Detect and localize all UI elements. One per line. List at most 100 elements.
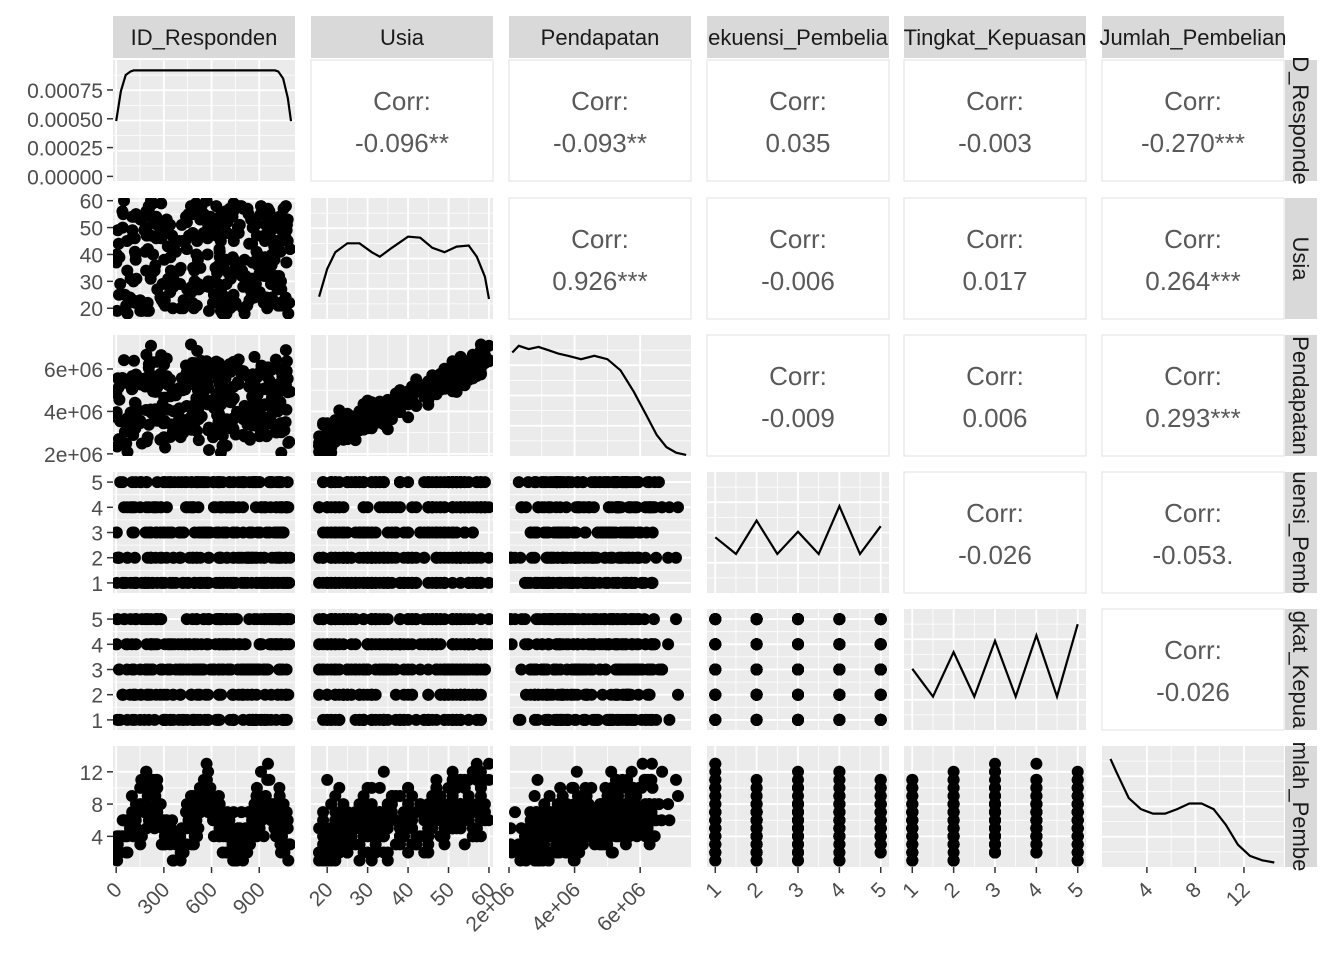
- data-point: [531, 773, 544, 786]
- data-point: [155, 349, 168, 362]
- data-point: [255, 765, 267, 778]
- corr-label: Corr:: [571, 224, 629, 254]
- data-point: [381, 846, 394, 859]
- data-point: [430, 773, 443, 786]
- scatter-points: [113, 198, 295, 319]
- data-point: [164, 251, 177, 264]
- panel-r2-c0: [113, 335, 295, 456]
- data-point: [670, 551, 682, 564]
- data-point: [207, 288, 220, 301]
- data-point: [613, 501, 626, 514]
- data-point: [207, 426, 220, 439]
- data-point: [389, 790, 402, 802]
- data-point: [213, 251, 226, 264]
- data-point: [645, 757, 658, 770]
- data-point: [222, 830, 235, 843]
- data-point: [207, 830, 220, 843]
- data-point: [266, 814, 278, 827]
- data-point: [222, 501, 235, 514]
- data-point: [116, 374, 129, 387]
- data-point: [275, 526, 287, 539]
- data-point: [528, 790, 541, 802]
- corr-panel-frame: [508, 197, 692, 320]
- data-point: [613, 713, 626, 726]
- data-point: [190, 248, 203, 261]
- data-point: [275, 638, 287, 651]
- data-point: [221, 383, 234, 396]
- data-point: [167, 422, 180, 435]
- panel-r2-c4: Corr:0.006: [903, 334, 1087, 457]
- corr-label: Corr:: [966, 86, 1024, 116]
- data-point: [191, 235, 204, 247]
- data-point: [266, 551, 278, 564]
- data-point: [203, 444, 215, 456]
- scatter-points: [313, 338, 493, 456]
- data-point: [509, 822, 517, 835]
- data-point: [235, 838, 248, 851]
- data-point: [446, 773, 459, 786]
- data-point: [128, 501, 141, 514]
- data-point: [180, 243, 193, 256]
- density-line: [911, 623, 1079, 701]
- panel-r2-c2: [508, 335, 691, 456]
- data-point: [389, 501, 402, 514]
- data-point: [536, 476, 548, 489]
- data-point: [139, 221, 152, 234]
- data-point: [337, 551, 350, 564]
- data-point: [614, 663, 627, 676]
- data-point: [520, 854, 532, 867]
- scatter-points: [509, 476, 684, 589]
- corr-value: -0.003: [958, 128, 1032, 158]
- data-point: [559, 613, 572, 626]
- corr-value: 0.926***: [552, 266, 647, 296]
- data-point: [573, 663, 586, 676]
- data-point: [177, 426, 190, 439]
- data-point: [280, 814, 293, 827]
- data-point: [200, 229, 213, 242]
- corr-value: -0.270***: [1141, 128, 1245, 158]
- data-point: [113, 663, 126, 676]
- data-point: [361, 846, 374, 859]
- data-point: [560, 713, 573, 726]
- panel-r2-c1: [311, 335, 493, 456]
- data-point: [341, 806, 354, 819]
- corr-value: -0.093**: [553, 128, 647, 158]
- data-point: [154, 613, 167, 626]
- data-point: [833, 713, 846, 726]
- data-point: [833, 846, 846, 859]
- data-point: [313, 430, 326, 443]
- data-point: [442, 688, 455, 701]
- data-point: [201, 781, 214, 794]
- data-point: [373, 663, 386, 676]
- data-point: [663, 713, 676, 726]
- data-point: [313, 822, 326, 835]
- data-point: [592, 713, 605, 726]
- data-point: [275, 446, 288, 456]
- data-point: [113, 387, 123, 400]
- data-point: [282, 854, 295, 867]
- data-point: [648, 830, 661, 843]
- data-point: [603, 713, 616, 726]
- data-point: [610, 773, 622, 786]
- data-point: [190, 357, 202, 370]
- data-point: [213, 688, 225, 701]
- data-point: [750, 663, 763, 676]
- data-point: [446, 551, 459, 564]
- data-point: [207, 501, 220, 514]
- data-point: [438, 838, 451, 851]
- data-point: [213, 638, 226, 651]
- data-point: [640, 526, 653, 539]
- data-point: [588, 638, 601, 651]
- panel-r2-c5: Corr:0.293***: [1101, 334, 1285, 457]
- data-point: [566, 838, 579, 851]
- data-point: [607, 806, 620, 819]
- data-point: [446, 526, 459, 539]
- data-point: [227, 688, 240, 701]
- data-point: [341, 426, 354, 439]
- data-point: [470, 551, 483, 564]
- data-point: [227, 355, 240, 368]
- data-point: [271, 283, 284, 296]
- data-point: [349, 576, 362, 589]
- panel-r2-c3: Corr:-0.009: [706, 334, 890, 457]
- data-point: [652, 798, 665, 811]
